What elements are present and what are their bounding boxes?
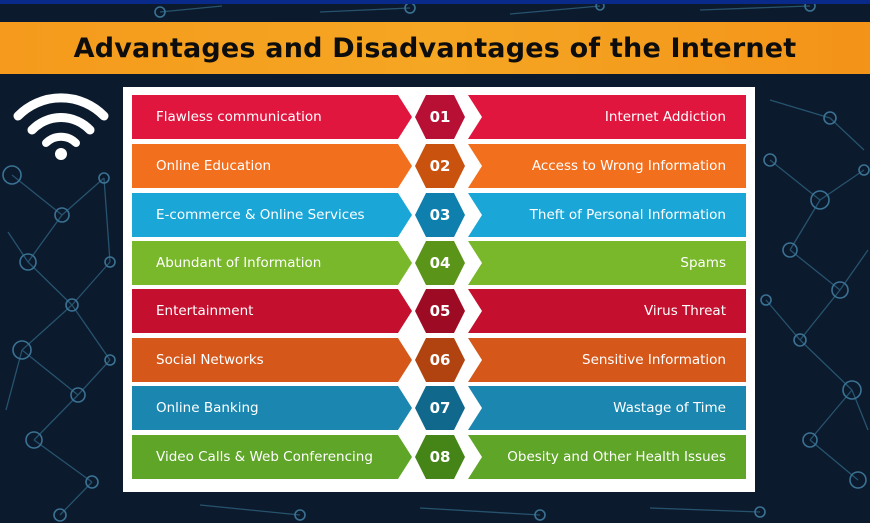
advantage-label: Online Education: [132, 144, 412, 188]
advantage-label: Social Networks: [132, 338, 412, 382]
row-number: 05: [415, 289, 465, 333]
comparison-board: Flawless communication 01 Internet Addicti…: [123, 87, 755, 492]
advantage-label: Video Calls & Web Conferencing: [132, 435, 412, 479]
row-number: 03: [415, 193, 465, 237]
row-number: 02: [415, 144, 465, 188]
disadvantage-label: Theft of Personal Information: [468, 193, 746, 237]
title-banner: Advantages and Disadvantages of the Inte…: [0, 22, 870, 74]
comparison-row: Online Banking 07 Wastage of Time: [132, 386, 746, 430]
disadvantage-label: Obesity and Other Health Issues: [468, 435, 746, 479]
disadvantage-label: Internet Addiction: [468, 95, 746, 139]
disadvantage-label: Virus Threat: [468, 289, 746, 333]
advantage-label: Entertainment: [132, 289, 412, 333]
advantage-label: E-commerce & Online Services: [132, 193, 412, 237]
comparison-row: E-commerce & Online Services 03 Theft of P…: [132, 193, 746, 237]
advantage-label: Abundant of Information: [132, 241, 412, 285]
comparison-row: Entertainment 05 Virus Threat: [132, 289, 746, 333]
comparison-row: Video Calls & Web Conferencing 08 Obesity …: [132, 435, 746, 479]
wifi-icon: [13, 93, 109, 160]
disadvantage-label: Access to Wrong Information: [468, 144, 746, 188]
top-strip: [0, 0, 870, 4]
disadvantage-label: Spams: [468, 241, 746, 285]
disadvantage-label: Sensitive Information: [468, 338, 746, 382]
row-number: 06: [415, 338, 465, 382]
row-number: 07: [415, 386, 465, 430]
comparison-row: Social Networks 06 Sensitive Information: [132, 338, 746, 382]
comparison-row: Abundant of Information 04 Spams: [132, 241, 746, 285]
advantage-label: Online Banking: [132, 386, 412, 430]
comparison-row: Online Education 02 Access to Wrong Inform…: [132, 144, 746, 188]
advantage-label: Flawless communication: [132, 95, 412, 139]
disadvantage-label: Wastage of Time: [468, 386, 746, 430]
row-number: 01: [415, 95, 465, 139]
comparison-row: Flawless communication 01 Internet Addicti…: [132, 95, 746, 139]
row-number: 04: [415, 241, 465, 285]
row-number: 08: [415, 435, 465, 479]
page-title: Advantages and Disadvantages of the Inte…: [73, 32, 797, 64]
